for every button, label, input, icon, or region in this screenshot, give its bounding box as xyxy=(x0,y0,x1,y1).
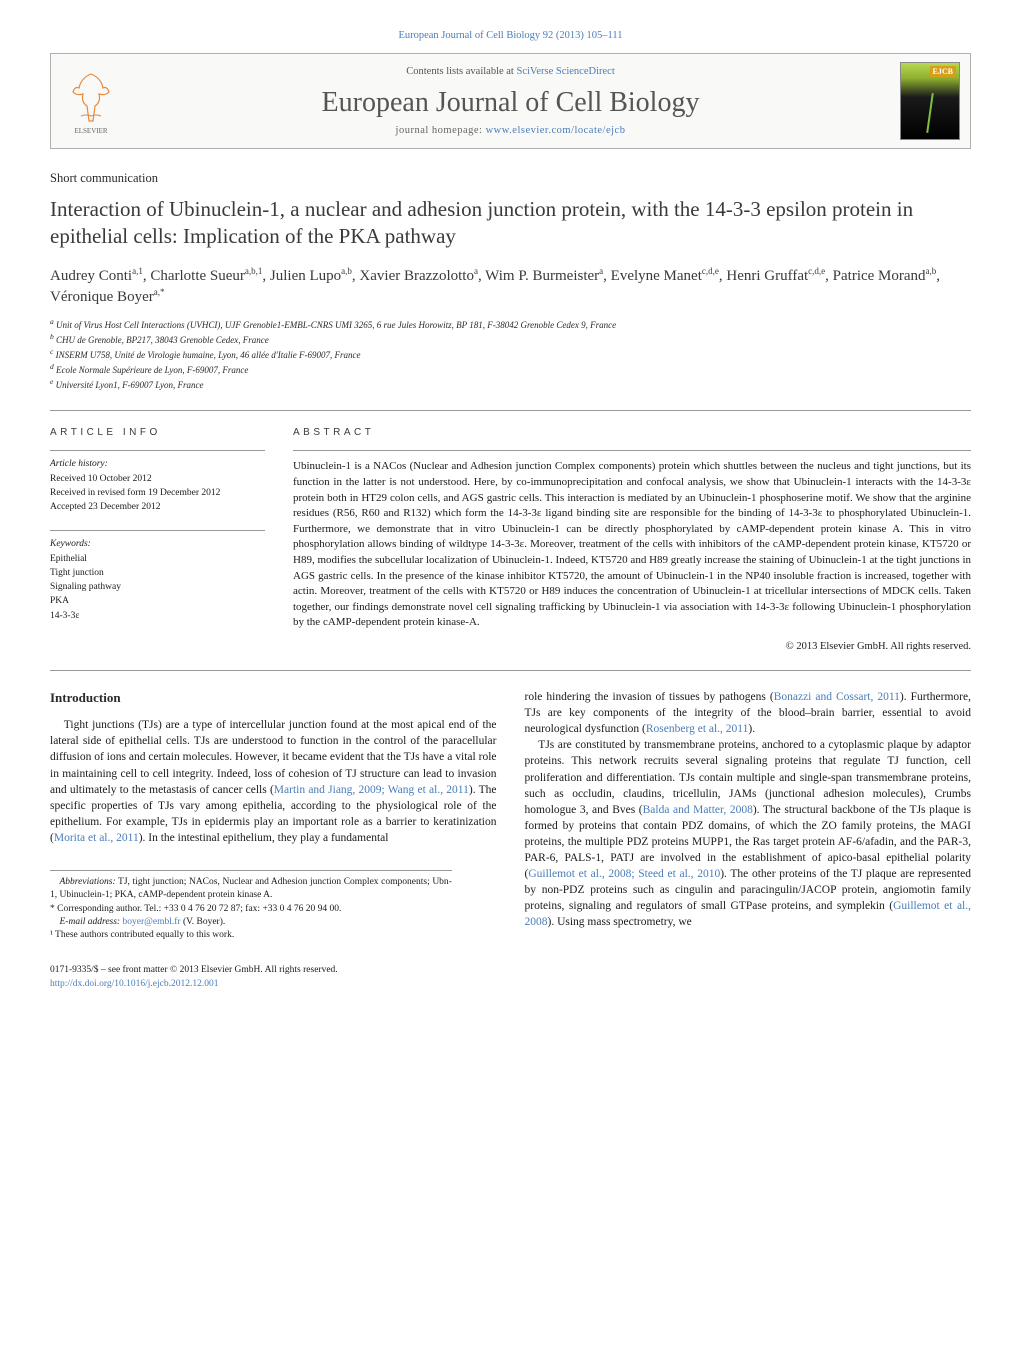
history-accepted: Accepted 23 December 2012 xyxy=(50,500,265,514)
homepage-link[interactable]: www.elsevier.com/locate/ejcb xyxy=(486,125,626,136)
citation-link[interactable]: Morita et al., 2011 xyxy=(54,832,139,844)
corresponding-author-footnote: * Corresponding author. Tel.: +33 0 4 76… xyxy=(50,903,452,916)
masthead-center: Contents lists available at SciVerse Sci… xyxy=(131,54,890,148)
email-link[interactable]: boyer@embl.fr xyxy=(122,917,180,927)
body-text-columns: Introduction Tight junctions (TJs) are a… xyxy=(50,689,971,942)
contents-available-line: Contents lists available at SciVerse Sci… xyxy=(406,66,614,77)
abstract-copyright: © 2013 Elsevier GmbH. All rights reserve… xyxy=(293,641,971,652)
keyword-item: Signaling pathway xyxy=(50,580,265,594)
keyword-item: 14-3-3ε xyxy=(50,609,265,623)
abstract-label: ABSTRACT xyxy=(293,427,971,438)
affiliation-b: b CHU de Grenoble, BP217, 38043 Grenoble… xyxy=(50,332,971,347)
footnotes-block: Abbreviations: TJ, tight junction; NACos… xyxy=(50,870,452,942)
publisher-logo-box: ELSEVIER xyxy=(51,54,131,148)
email-footnote: E-mail address: boyer@embl.fr (V. Boyer)… xyxy=(50,916,452,929)
journal-cover-icon xyxy=(900,62,960,140)
homepage-prefix: journal homepage: xyxy=(396,125,486,136)
doi-link[interactable]: http://dx.doi.org/10.1016/j.ejcb.2012.12… xyxy=(50,979,218,989)
abstract-column: ABSTRACT Ubinuclein-1 is a NACos (Nuclea… xyxy=(293,427,971,652)
citation-link[interactable]: Balda and Matter, 2008 xyxy=(643,804,753,816)
keywords-block: Keywords: Epithelial Tight junction Sign… xyxy=(50,530,265,623)
abstract-divider xyxy=(50,670,971,671)
affiliation-c: c INSERM U758, Unité de Virologie humain… xyxy=(50,347,971,362)
abbreviations-footnote: Abbreviations: TJ, tight junction; NACos… xyxy=(50,876,452,903)
introduction-heading: Introduction xyxy=(50,689,497,707)
equal-contribution-footnote: ¹ These authors contributed equally to t… xyxy=(50,929,452,942)
intro-paragraph-1: Tight junctions (TJs) are a type of inte… xyxy=(50,717,497,846)
section-divider xyxy=(50,410,971,411)
citation-link[interactable]: European Journal of Cell Biology 92 (201… xyxy=(398,30,622,41)
article-type: Short communication xyxy=(50,171,971,186)
citation-link[interactable]: Martin and Jiang, 2009; Wang et al., 201… xyxy=(274,784,469,796)
info-abstract-row: ARTICLE INFO Article history: Received 1… xyxy=(50,427,971,652)
affiliations-block: a Unit of Virus Host Cell Interactions (… xyxy=(50,317,971,392)
cover-thumbnail-box xyxy=(890,54,970,148)
intro-paragraph-2: role hindering the invasion of tissues b… xyxy=(525,689,972,737)
keyword-item: PKA xyxy=(50,594,265,608)
page-footer: 0171-9335/$ – see front matter © 2013 El… xyxy=(50,964,971,991)
issn-line: 0171-9335/$ – see front matter © 2013 El… xyxy=(50,964,971,977)
journal-homepage-line: journal homepage: www.elsevier.com/locat… xyxy=(396,125,626,136)
history-label: Article history: xyxy=(50,457,265,471)
article-title: Interaction of Ubinuclein-1, a nuclear a… xyxy=(50,196,971,251)
citation-link[interactable]: Rosenberg et al., 2011 xyxy=(646,723,749,735)
citation-header: European Journal of Cell Biology 92 (201… xyxy=(50,30,971,41)
affiliation-d: d Ecole Normale Supérieure de Lyon, F-69… xyxy=(50,362,971,377)
citation-link[interactable]: Guillemot et al., 2008; Steed et al., 20… xyxy=(528,868,720,880)
elsevier-tree-logo-icon: ELSEVIER xyxy=(61,66,121,136)
article-info-column: ARTICLE INFO Article history: Received 1… xyxy=(50,427,265,652)
affiliation-a: a Unit of Virus Host Cell Interactions (… xyxy=(50,317,971,332)
contents-prefix: Contents lists available at xyxy=(406,66,516,77)
citation-link[interactable]: Bonazzi and Cossart, 2011 xyxy=(774,691,900,703)
article-info-label: ARTICLE INFO xyxy=(50,427,265,438)
keyword-item: Tight junction xyxy=(50,566,265,580)
journal-name: European Journal of Cell Biology xyxy=(322,87,700,119)
journal-masthead: ELSEVIER Contents lists available at Sci… xyxy=(50,53,971,149)
article-history: Article history: Received 10 October 201… xyxy=(50,450,265,514)
keywords-label: Keywords: xyxy=(50,537,265,551)
keyword-item: Epithelial xyxy=(50,552,265,566)
history-received: Received 10 October 2012 xyxy=(50,472,265,486)
affiliation-e: e Université Lyon1, F-69007 Lyon, France xyxy=(50,377,971,392)
history-revised: Received in revised form 19 December 201… xyxy=(50,486,265,500)
svg-text:ELSEVIER: ELSEVIER xyxy=(74,127,107,135)
intro-paragraph-3: TJs are constituted by transmembrane pro… xyxy=(525,737,972,930)
author-list: Audrey Contia,1, Charlotte Sueura,b,1, J… xyxy=(50,265,971,308)
abstract-body: Ubinuclein-1 is a NACos (Nuclear and Adh… xyxy=(293,450,971,631)
sciencedirect-link[interactable]: SciVerse ScienceDirect xyxy=(516,66,614,77)
